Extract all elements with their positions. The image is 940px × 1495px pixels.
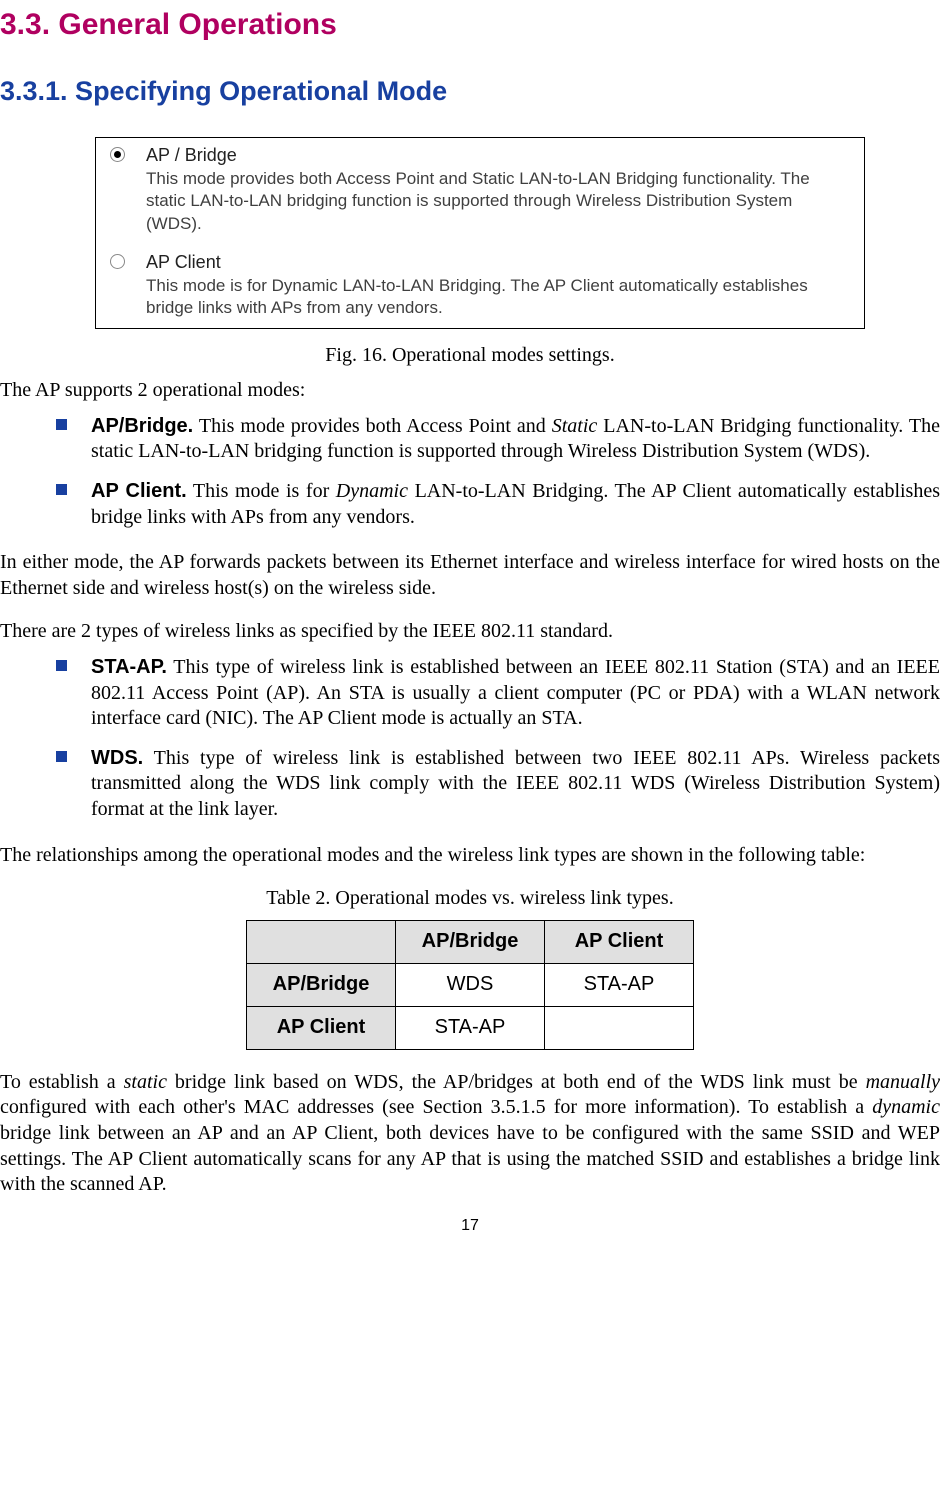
bullet-rest: This type of wireless link is establishe… [91, 747, 940, 820]
mode-bullet-list: AP/Bridge. This mode provides both Acces… [0, 414, 940, 530]
closing-text: To establish a [0, 1071, 124, 1093]
radio-indicator[interactable] [110, 144, 146, 168]
bullet-text: AP/Bridge. This mode provides both Acces… [91, 414, 940, 465]
bullet-lead: AP/Bridge. [91, 415, 193, 437]
link-types-intro: There are 2 types of wireless links as s… [0, 619, 940, 645]
link-bullet-wds: WDS. This type of wireless link is estab… [0, 746, 940, 823]
radio-text: AP Client This mode is for Dynamic LAN-t… [146, 251, 850, 320]
bullet-text: AP Client. This mode is for Dynamic LAN-… [91, 479, 940, 530]
bullet-square-icon [56, 484, 67, 495]
closing-italic-manually: manually [866, 1071, 940, 1093]
table-cell [545, 1006, 694, 1049]
radio-dot-selected-icon [110, 147, 125, 162]
radio-option-ap-bridge[interactable]: AP / Bridge This mode provides both Acce… [110, 144, 850, 235]
radio-desc: This mode is for Dynamic LAN-to-LAN Brid… [146, 276, 808, 317]
bullet-before: This mode is for [187, 480, 336, 502]
closing-italic-dynamic: dynamic [872, 1096, 940, 1118]
radio-title: AP Client [146, 252, 221, 272]
table-caption: Table 2. Operational modes vs. wireless … [0, 886, 940, 912]
table-header-blank [247, 920, 396, 963]
closing-paragraph: To establish a static bridge link based … [0, 1070, 940, 1198]
link-bullet-list: STA-AP. This type of wireless link is es… [0, 655, 940, 823]
table-cell: WDS [396, 963, 545, 1006]
modes-table: AP/Bridge AP Client AP/Bridge WDS STA-AP… [246, 920, 694, 1050]
table-cell: STA-AP [545, 963, 694, 1006]
bullet-italic: Dynamic [336, 480, 408, 502]
radio-dot-unselected-icon [110, 254, 125, 269]
table-cell: STA-AP [396, 1006, 545, 1049]
mode-bullet-ap-bridge: AP/Bridge. This mode provides both Acces… [0, 414, 940, 465]
intro-line: The AP supports 2 operational modes: [0, 378, 940, 404]
radio-text: AP / Bridge This mode provides both Acce… [146, 144, 850, 235]
mode-bullet-ap-client: AP Client. This mode is for Dynamic LAN-… [0, 479, 940, 530]
page: 3.3. General Operations 3.3.1. Specifyin… [0, 0, 940, 1256]
radio-title: AP / Bridge [146, 145, 237, 165]
table-header-apclient: AP Client [545, 920, 694, 963]
figure-caption: Fig. 16. Operational modes settings. [0, 343, 940, 369]
bullet-square-icon [56, 751, 67, 762]
table-rowheader-apclient: AP Client [247, 1006, 396, 1049]
heading-section: 3.3. General Operations [0, 6, 940, 44]
page-number: 17 [0, 1216, 940, 1236]
bullet-square-icon [56, 419, 67, 430]
link-bullet-sta-ap: STA-AP. This type of wireless link is es… [0, 655, 940, 732]
bullet-text: STA-AP. This type of wireless link is es… [91, 655, 940, 732]
bullet-italic: Static [552, 415, 598, 437]
table-row: AP/Bridge WDS STA-AP [247, 963, 694, 1006]
bullet-lead: WDS. [91, 747, 143, 769]
radio-desc: This mode provides both Access Point and… [146, 169, 810, 233]
closing-text: configured with each other's MAC address… [0, 1096, 872, 1118]
relationship-paragraph: The relationships among the operational … [0, 843, 940, 869]
radio-option-ap-client[interactable]: AP Client This mode is for Dynamic LAN-t… [110, 251, 850, 320]
closing-text: bridge link between an AP and an AP Clie… [0, 1122, 940, 1195]
table-header-apbridge: AP/Bridge [396, 920, 545, 963]
bullet-rest: This type of wireless link is establishe… [91, 656, 940, 729]
closing-italic-static: static [124, 1071, 167, 1093]
radio-indicator[interactable] [110, 251, 146, 275]
table-header-row: AP/Bridge AP Client [247, 920, 694, 963]
radio-box-container: AP / Bridge This mode provides both Acce… [95, 137, 940, 329]
bullet-square-icon [56, 660, 67, 671]
bullet-lead: STA-AP. [91, 656, 167, 678]
paragraph-after-modes: In either mode, the AP forwards packets … [0, 550, 940, 601]
table-row: AP Client STA-AP [247, 1006, 694, 1049]
bullet-lead: AP Client. [91, 480, 187, 502]
heading-subsection: 3.3.1. Specifying Operational Mode [0, 74, 940, 109]
bullet-text: WDS. This type of wireless link is estab… [91, 746, 940, 823]
table-rowheader-apbridge: AP/Bridge [247, 963, 396, 1006]
bullet-before: This mode provides both Access Point and [193, 415, 551, 437]
radio-box: AP / Bridge This mode provides both Acce… [95, 137, 865, 329]
closing-text: bridge link based on WDS, the AP/bridges… [167, 1071, 866, 1093]
